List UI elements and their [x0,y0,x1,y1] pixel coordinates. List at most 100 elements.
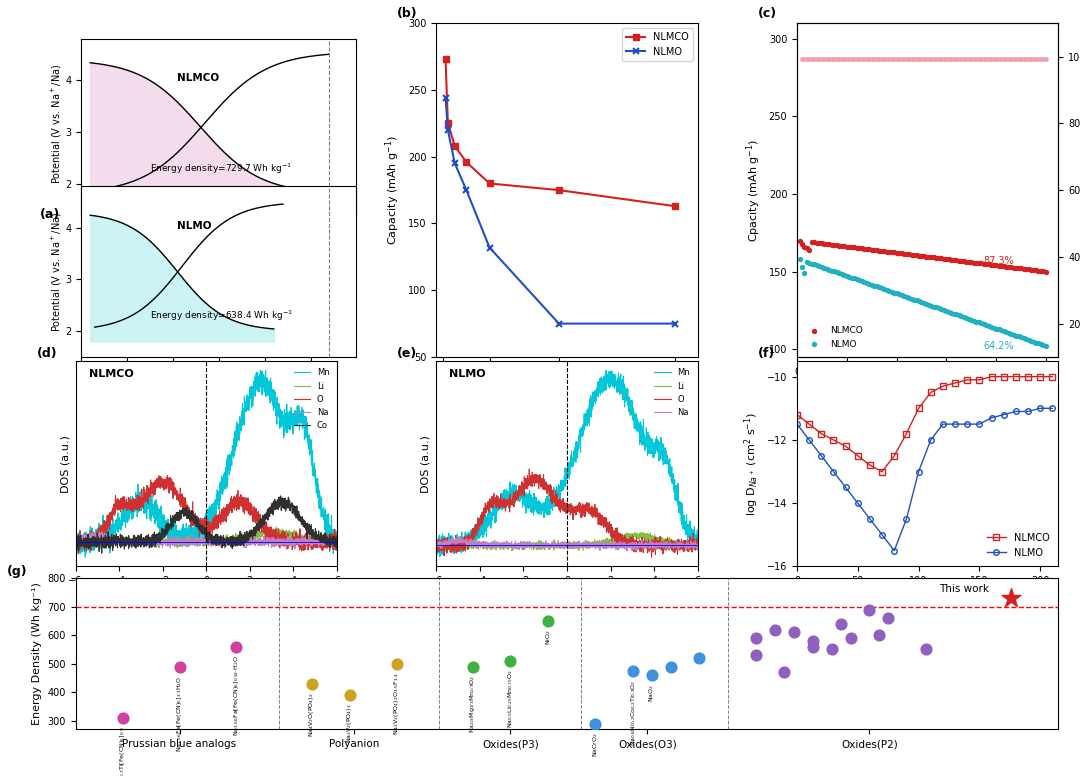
Point [785,626,802,639]
Point [840,53,858,65]
NLMCO [1030,265,1048,277]
Point [905,53,922,65]
NLMCO [900,429,913,438]
Li [430,540,443,549]
Text: Na$_{1.56}$Fe[Fe(CN)$_6$]$_{0.92}$·H$_2$O: Na$_{1.56}$Fe[Fe(CN)$_6$]$_{0.92}$·H$_2$… [232,655,241,736]
Li [189,534,202,543]
X-axis label: Time (h): Time (h) [904,592,951,601]
Text: Na$_3$V$_2$(PO$_4$)$_3$: Na$_3$V$_2$(PO$_4$)$_3$ [346,704,354,743]
Point [389,657,406,670]
NLMCO [935,252,953,265]
NLMCO [819,237,836,250]
NLMCO [930,252,947,265]
NLMO [483,243,496,252]
NLMCO [961,375,974,384]
NLMO [1012,331,1029,344]
NLMO [962,314,980,326]
Point [1035,53,1052,65]
Point [859,53,876,65]
NLMCO [1027,264,1044,276]
Na [197,535,210,544]
Point [804,53,821,65]
Point [804,635,822,647]
Point [930,53,947,65]
Point [806,53,823,65]
NLMCO [440,54,453,64]
Na [430,542,443,551]
Y-axis label: DOS (a.u.): DOS (a.u.) [60,435,70,493]
X-axis label: Energy (eV): Energy (eV) [174,592,240,601]
NLMO [1002,327,1020,340]
Y-axis label: Capacity (mAh g$^{-1}$): Capacity (mAh g$^{-1}$) [383,135,403,245]
NLMO [977,319,995,331]
Point [868,53,886,65]
NLMO [941,306,958,318]
NLMO [975,318,993,331]
NLMO [855,275,873,288]
Co [275,502,288,511]
NLMO [1023,334,1040,347]
NLMCO [802,420,815,429]
Co [330,535,343,544]
NLMCO [813,237,831,250]
Mn [259,365,272,375]
NLMO [851,274,868,286]
Co [323,530,336,539]
Point [903,53,920,65]
Point [947,53,964,65]
NLMO [922,300,940,312]
NLMCO [804,236,821,248]
Line: Na: Na [436,536,698,551]
NLMCO [1045,372,1058,381]
Point [950,53,968,65]
NLMCO [993,260,1010,272]
Point [895,53,913,65]
Na [69,539,82,548]
NLMO [1032,338,1050,351]
NLMCO [868,244,886,257]
NLMO [801,257,819,269]
Point [662,660,679,673]
Point [995,53,1012,65]
NLMO [983,320,1000,333]
Point [926,53,943,65]
Point [838,53,855,65]
NLMCO [905,249,922,262]
NLMCO [861,243,878,255]
NLMO [1022,407,1035,416]
Co [274,491,287,501]
NLMO [987,322,1004,334]
NLMO [1035,339,1052,352]
NLMO [966,314,983,327]
Point [1020,53,1037,65]
Point [1000,53,1017,65]
NLMO [920,299,937,311]
NLMO [980,320,997,332]
NLMCO [870,244,888,257]
Point [848,53,865,65]
NLMCO [1010,372,1023,381]
NLMO [819,262,836,275]
NLMO [970,316,987,328]
Na [275,540,288,549]
NLMO [945,307,962,320]
O [691,537,704,546]
NLMO [973,420,986,429]
Co [82,539,95,548]
NLMCO [910,249,928,262]
Line: O: O [436,469,698,557]
Point [464,660,482,673]
NLMCO [798,242,815,255]
Co [197,522,210,532]
NLMO [831,267,848,279]
NLMO [1037,340,1054,352]
Text: NaO$_2$: NaO$_2$ [648,684,657,702]
O [323,546,336,556]
NLMCO [460,158,473,167]
NLMCO [924,388,937,397]
Legend: NLMCO, NLMO: NLMCO, NLMO [622,28,693,61]
NLMCO [968,257,985,269]
Point [975,53,993,65]
NLMO [890,288,907,300]
Point [958,53,975,65]
